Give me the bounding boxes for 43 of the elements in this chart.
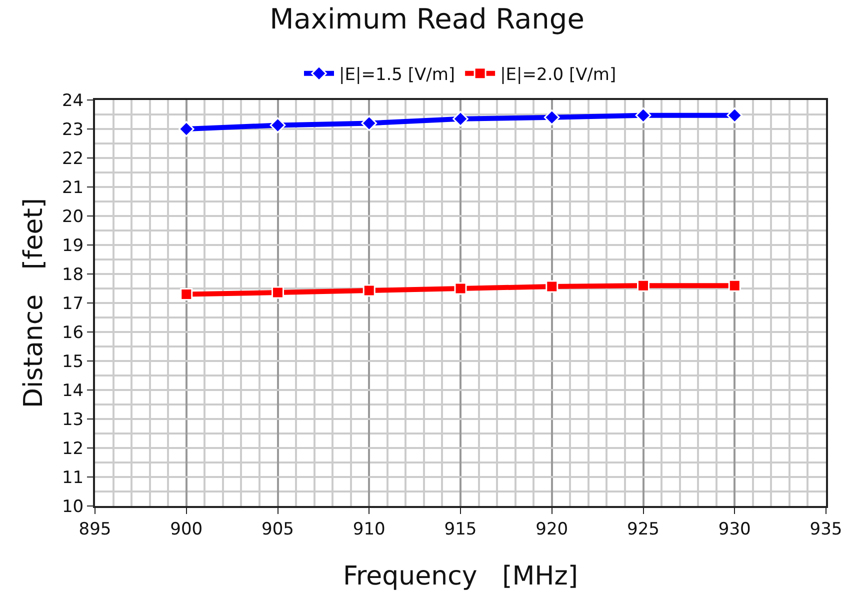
legend-label: |E|=1.5 [V/m] — [339, 65, 456, 86]
legend-label: |E|=2.0 [V/m] — [500, 65, 616, 86]
x-tick-label: 920 — [536, 519, 568, 540]
x-tick-label: 910 — [352, 519, 386, 540]
y-tick-label: 19 — [62, 236, 84, 256]
x-tick-label: 895 — [78, 519, 112, 540]
x-tick-label: 930 — [718, 519, 751, 540]
point — [178, 121, 194, 137]
x-tick-label: 900 — [170, 519, 203, 540]
y-tick-label: 16 — [62, 322, 84, 343]
point — [454, 282, 467, 295]
y-tick-label: 11 — [62, 468, 84, 488]
y-axis-title: Distance [feet] — [18, 198, 49, 408]
point — [180, 288, 193, 301]
point — [635, 107, 652, 124]
y-tick-label: 18 — [62, 264, 84, 285]
y-tick-label: 22 — [62, 148, 84, 169]
point — [452, 110, 468, 127]
y-tick-label: 21 — [62, 178, 84, 198]
x-tick-label: 925 — [627, 519, 660, 540]
point — [362, 284, 376, 297]
y-tick-label: 20 — [62, 206, 84, 227]
y-tick-label: 14 — [62, 380, 84, 401]
point — [728, 279, 741, 292]
point — [546, 280, 558, 293]
point — [361, 115, 378, 132]
x-tick-label: 915 — [444, 519, 477, 540]
chart-title: Maximum Read Range — [270, 2, 584, 36]
y-tick-label: 24 — [62, 90, 84, 111]
y-tick-label: 15 — [62, 352, 84, 372]
point — [637, 279, 650, 292]
point — [544, 110, 560, 126]
y-tick-label: 10 — [62, 496, 84, 517]
point — [270, 117, 286, 134]
y-tick-label: 13 — [62, 410, 84, 430]
x-axis-title: Frequency [MHz] — [342, 562, 578, 592]
x-tick-label: 905 — [262, 519, 294, 540]
y-tick-label: 23 — [62, 120, 84, 140]
y-tick-label: 17 — [62, 294, 84, 314]
x-tick-label: 935 — [810, 519, 842, 540]
point — [726, 107, 743, 124]
point — [272, 286, 284, 299]
y-tick-label: 12 — [62, 438, 84, 459]
